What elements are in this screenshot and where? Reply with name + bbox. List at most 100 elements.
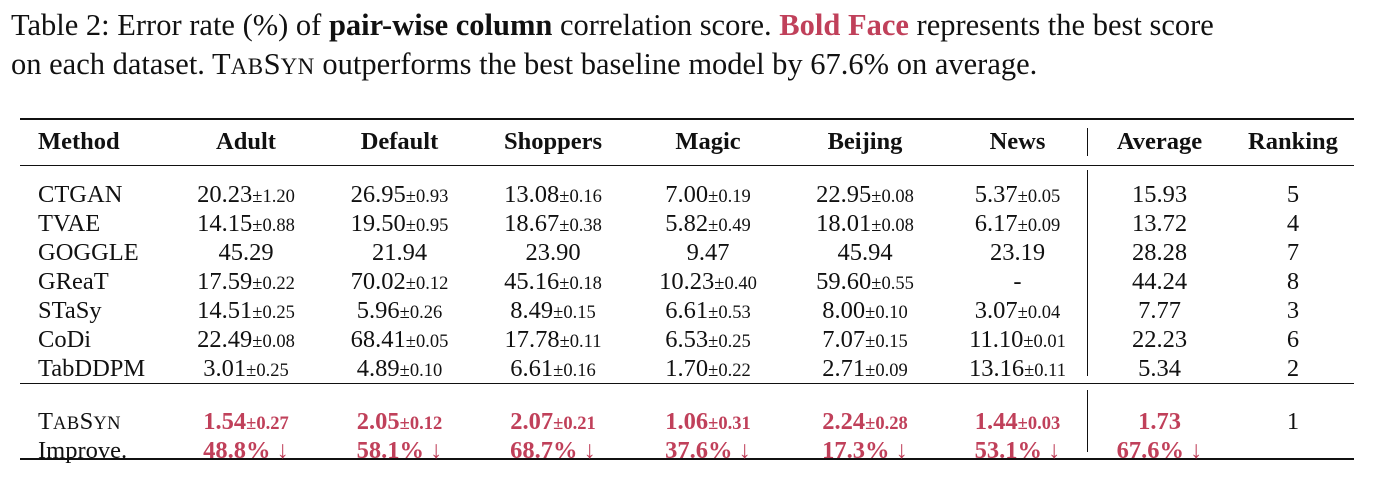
value-cell: 17.78±0.11 — [472, 325, 634, 354]
improve-cell: 37.6% ↓ — [665, 436, 751, 464]
std-value: ±0.25 — [252, 302, 295, 323]
std-value: ±0.16 — [559, 186, 602, 207]
value-cell: 70.02±0.12 — [327, 267, 472, 296]
method-name: GOGGLE — [38, 238, 139, 266]
mean-value: 1.44 — [974, 407, 1018, 435]
std-value: ±0.11 — [1024, 360, 1066, 381]
ranking-cell: 2 — [1286, 354, 1300, 382]
value-cell: 8.49±0.15 — [472, 296, 634, 325]
caption-line2-b: outperforms the best baseline model by 6… — [314, 47, 1038, 81]
table-caption: Table 2: Error rate (%) of pair-wise col… — [11, 6, 1391, 86]
std-value: ±0.08 — [871, 215, 914, 236]
mean-value: 68.41 — [350, 325, 406, 353]
value-cell: 5.96±0.26 — [327, 296, 472, 325]
value-cell: 13.08±0.16 — [472, 180, 634, 209]
std-value: ±0.21 — [553, 413, 596, 434]
average-cell: 13.72 — [1131, 209, 1188, 237]
std-value: ±0.22 — [252, 273, 295, 294]
std-value: ±0.40 — [714, 273, 757, 294]
value-cell: 3.07±0.04 — [948, 296, 1087, 325]
value-cell: 14.15±0.88 — [165, 209, 327, 238]
mean-value: 26.95 — [350, 180, 406, 208]
std-value: ±0.26 — [399, 302, 443, 323]
mean-value: - — [1013, 267, 1022, 295]
std-value: ±0.49 — [708, 215, 751, 236]
header-cell: Ranking — [1248, 128, 1338, 155]
method-name: Improve. — [38, 436, 128, 464]
mean-value: 5.96 — [356, 296, 400, 324]
mean-value: 9.47 — [686, 238, 730, 266]
ranking-cell: 7 — [1286, 238, 1300, 266]
improve-row: Improve. 48.8% ↓ 58.1% ↓ 68.7% ↓ 37.6% ↓ 17.3… — [20, 436, 1354, 465]
value-cell: 6.61±0.16 — [472, 354, 634, 383]
std-value: ±0.38 — [559, 215, 602, 236]
header-cell: Default — [360, 128, 439, 155]
mean-value: 23.19 — [989, 238, 1046, 266]
value-cell: 18.01±0.08 — [782, 209, 948, 238]
value-cell: 59.60±0.55 — [782, 267, 948, 296]
value-cell: 23.19 — [948, 238, 1087, 267]
mean-value: 6.17 — [974, 209, 1018, 237]
value-cell: 1.54±0.27 — [165, 407, 327, 436]
mean-value: 13.16 — [969, 354, 1025, 382]
mean-value: 19.50 — [350, 209, 406, 237]
std-value: ±0.22 — [708, 360, 751, 381]
average-cell: 44.24 — [1131, 267, 1188, 295]
average-cell: 1.73 — [1138, 407, 1181, 435]
std-value: ±0.18 — [559, 273, 602, 294]
value-cell: 45.16±0.18 — [472, 267, 634, 296]
caption-line2-a: on each dataset. — [11, 47, 212, 81]
value-cell: 2.05±0.12 — [327, 407, 472, 436]
header-cell: News — [989, 128, 1046, 155]
header-cell: Beijing — [827, 128, 903, 155]
std-value: ±0.27 — [246, 413, 289, 434]
caption-tabsyn: TABSYN — [212, 47, 315, 81]
ranking-cell: 4 — [1286, 209, 1300, 237]
ranking-cell — [1232, 436, 1354, 465]
ranking-cell: 1 — [1286, 407, 1300, 435]
value-cell: 1.44±0.03 — [948, 407, 1087, 436]
std-value: ±1.20 — [252, 186, 295, 207]
value-cell: 1.70±0.22 — [634, 354, 782, 383]
mean-value: 2.05 — [356, 407, 400, 435]
value-cell: - — [948, 267, 1087, 296]
std-value: ±0.25 — [246, 360, 289, 381]
std-value: ±0.08 — [252, 331, 295, 352]
improve-cell: 48.8% ↓ — [203, 436, 289, 464]
table-row: GOGGLE 45.29 21.94 23.90 9.47 45.94 23.19 28.28… — [20, 238, 1354, 267]
mean-value: 22.95 — [816, 180, 872, 208]
table-row: GReaT 17.59±0.22 70.02±0.12 45.16±0.18 10.23… — [20, 267, 1354, 296]
header-divider — [1087, 128, 1089, 156]
ranking-cell: 5 — [1286, 180, 1300, 208]
value-cell: 6.17±0.09 — [948, 209, 1087, 238]
average-cell: 15.93 — [1131, 180, 1188, 208]
improve-cell: 68.7% ↓ — [510, 436, 596, 464]
average-cell: 67.6% ↓ — [1116, 436, 1203, 464]
value-cell: 23.90 — [472, 238, 634, 267]
results-table: Method Adult Default Shoppers Magic Beijing Ne… — [20, 118, 1354, 465]
mean-value: 7.00 — [665, 180, 709, 208]
table-row: TVAE 14.15±0.88 19.50±0.95 18.67±0.38 5.82±0… — [20, 209, 1354, 238]
mean-value: 20.23 — [197, 180, 253, 208]
mean-value: 7.07 — [822, 325, 866, 353]
mean-value: 6.61 — [510, 354, 554, 382]
header-cell: Shoppers — [503, 128, 603, 155]
mean-value: 45.29 — [218, 238, 274, 266]
mean-value: 18.67 — [504, 209, 560, 237]
value-cell: 11.10±0.01 — [948, 325, 1087, 354]
std-value: ±0.09 — [1017, 215, 1061, 236]
value-cell: 22.95±0.08 — [782, 180, 948, 209]
value-cell: 19.50±0.95 — [327, 209, 472, 238]
value-cell: 2.07±0.21 — [472, 407, 634, 436]
caption-suffix: represents the best score — [908, 8, 1214, 42]
table-row: CoDi 22.49±0.08 68.41±0.05 17.78±0.11 6.53±0… — [20, 325, 1354, 354]
std-value: ±0.03 — [1017, 413, 1061, 434]
improve-cell: 58.1% ↓ — [356, 436, 443, 464]
method-name: TabDDPM — [38, 354, 146, 382]
average-cell: 7.77 — [1138, 296, 1181, 324]
value-cell: 5.82±0.49 — [634, 209, 782, 238]
mean-value: 21.94 — [371, 238, 428, 266]
mean-value: 1.06 — [665, 407, 709, 435]
std-value: ±0.05 — [405, 331, 449, 352]
header-cell: Magic — [675, 128, 741, 155]
